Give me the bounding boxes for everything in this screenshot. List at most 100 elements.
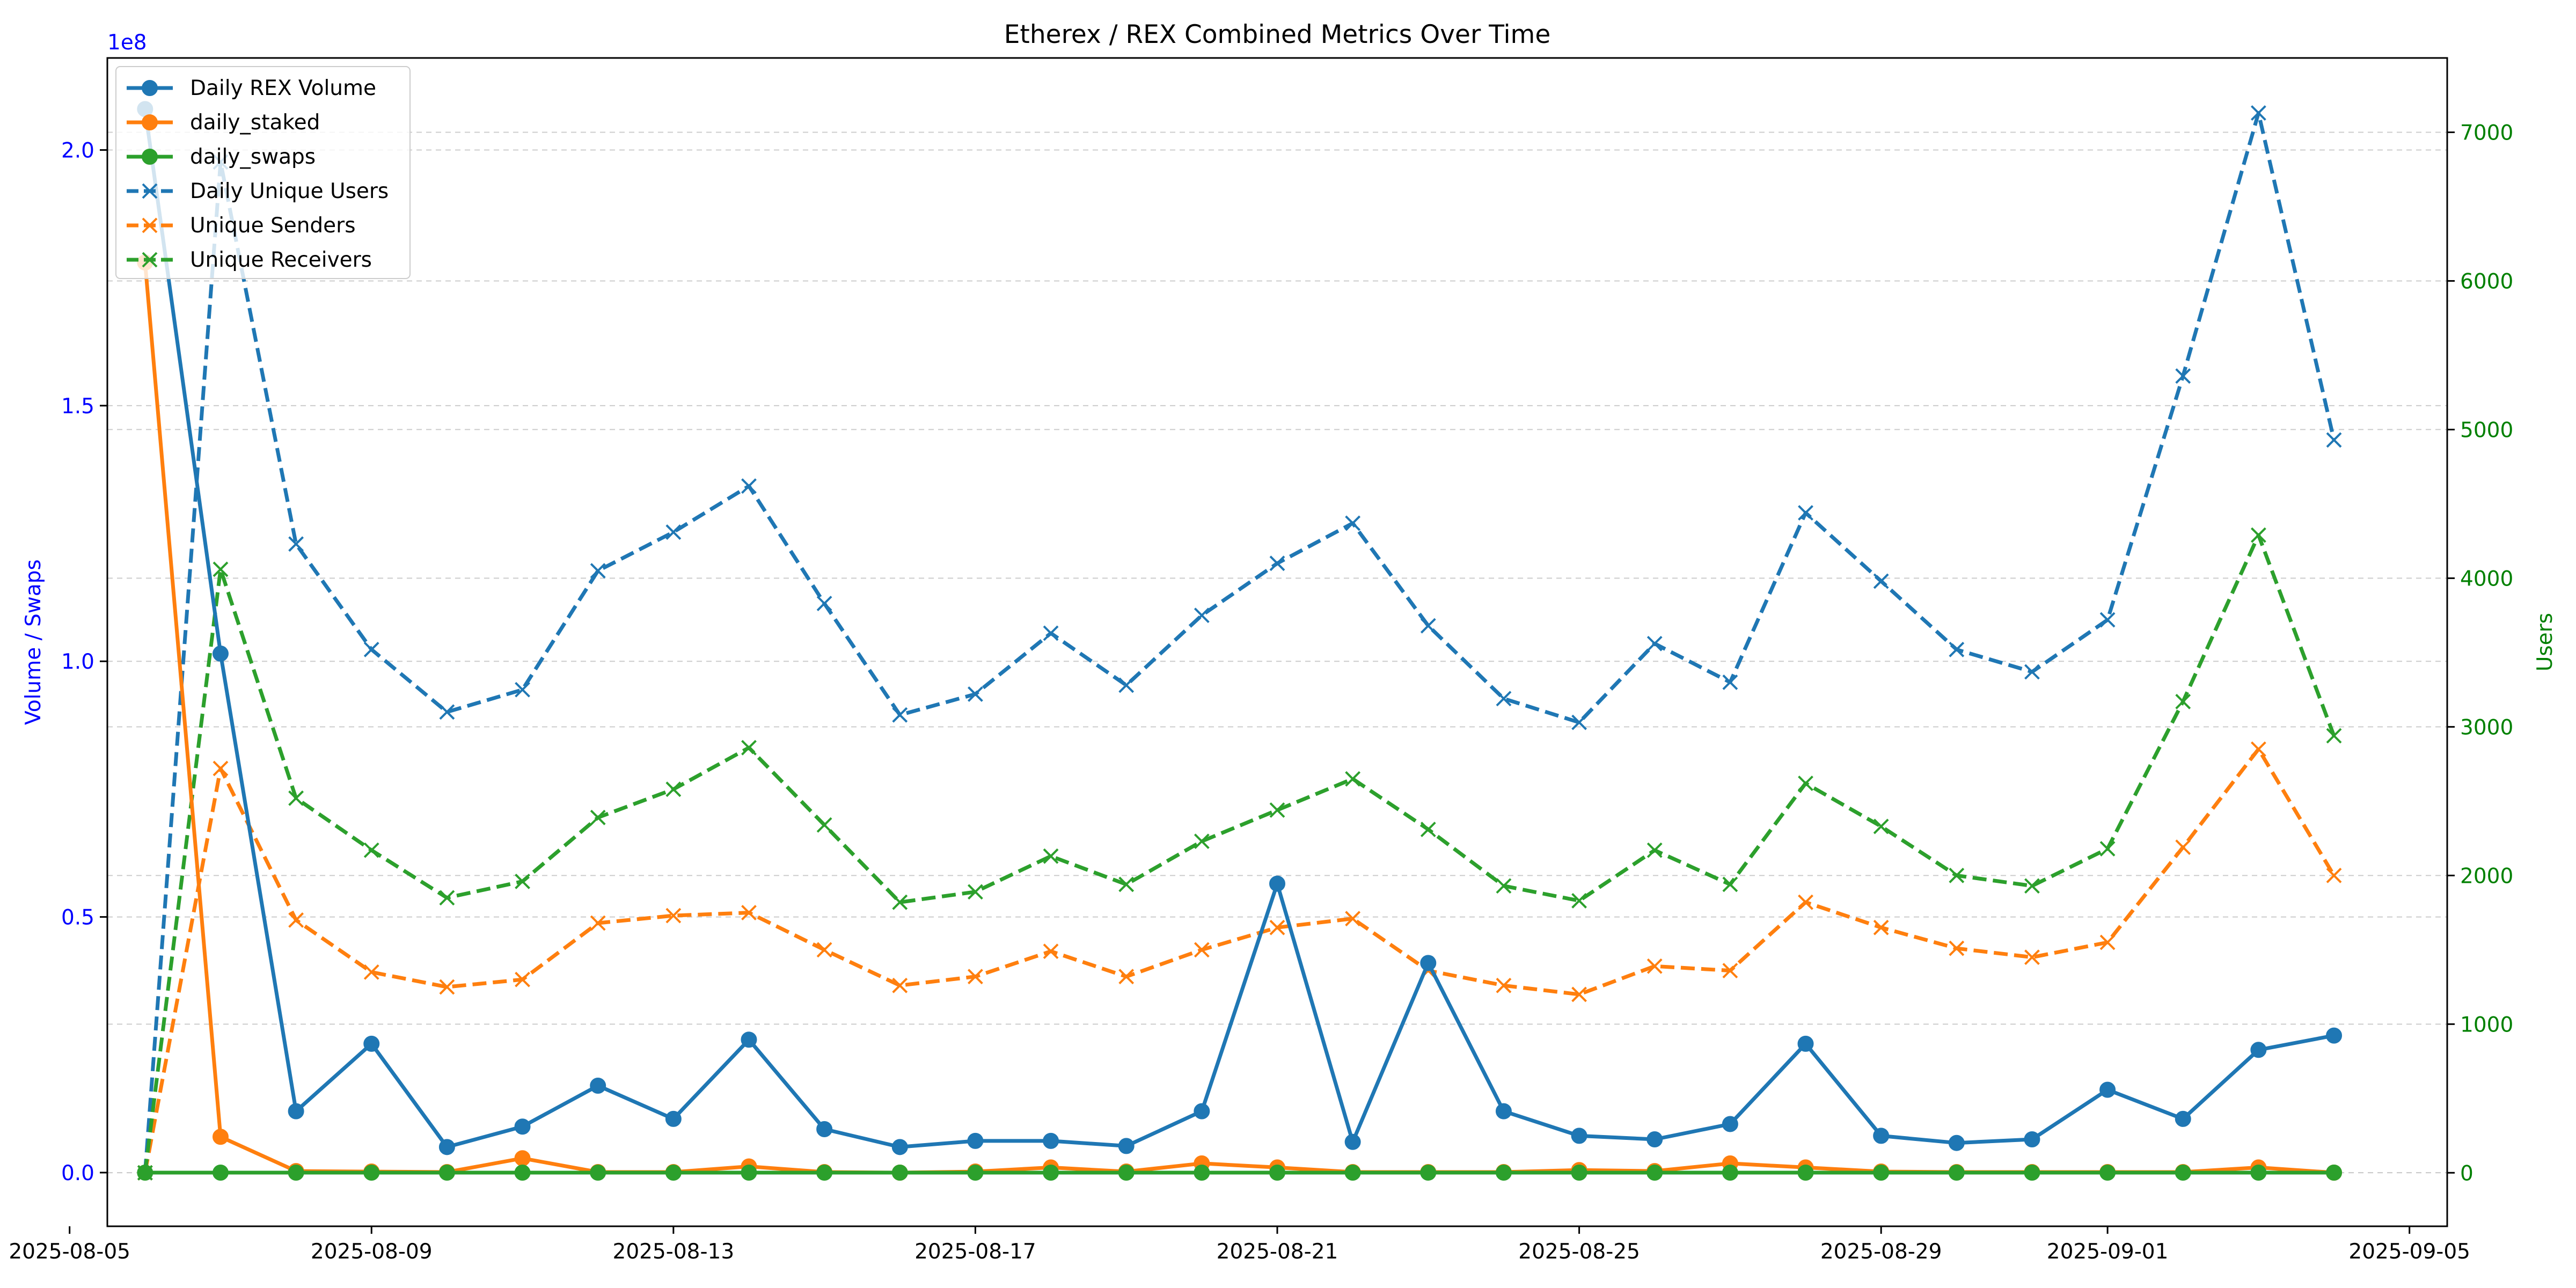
data-point-daily-unique-users (1873, 573, 1889, 589)
data-point-daily-rex-volume (1873, 1128, 1890, 1144)
data-point-unique-senders (816, 942, 832, 958)
legend-marker-daily-unique-users (142, 183, 158, 199)
data-point-daily-swaps (1043, 1164, 1059, 1181)
data-point-daily-rex-volume (1646, 1131, 1663, 1148)
data-point-daily-unique-users (816, 596, 832, 611)
data-point-daily-rex-volume (1948, 1135, 1965, 1151)
data-point-daily-unique-users (1420, 618, 1436, 634)
data-point-unique-receivers (1420, 822, 1436, 837)
data-point-unique-receivers (1798, 775, 1813, 792)
left-axis-label: Volume / Swaps (21, 559, 46, 725)
data-point-unique-receivers (2326, 728, 2342, 744)
data-point-unique-senders (590, 915, 606, 931)
legend-marker-unique-receivers (142, 252, 158, 268)
data-point-unique-receivers (665, 781, 682, 797)
data-point-daily-swaps (2099, 1164, 2116, 1181)
legend-box (115, 66, 411, 279)
data-point-daily-unique-users (1269, 555, 1285, 572)
data-point-daily-unique-users (1571, 714, 1587, 730)
data-point-daily-swaps (2175, 1164, 2191, 1181)
data-point-daily-rex-volume (1495, 1103, 1512, 1119)
data-point-daily-rex-volume (1722, 1116, 1738, 1132)
data-point-unique-senders (892, 977, 908, 993)
data-point-unique-senders (1949, 940, 1965, 956)
x-tick-label: 2025-08-25 (1518, 1240, 1640, 1264)
data-point-unique-receivers (213, 561, 229, 577)
data-point-unique-senders (1571, 986, 1587, 1002)
data-point-daily-swaps (2250, 1164, 2267, 1181)
series-daily-rex-volume (137, 101, 2343, 1155)
data-point-daily-rex-volume (2099, 1081, 2116, 1098)
data-point-unique-senders (741, 905, 757, 921)
data-point-unique-receivers (515, 874, 530, 889)
series-line-unique-receivers (143, 533, 2336, 1173)
data-point-daily-rex-volume (2250, 1042, 2267, 1058)
data-point-unique-receivers (1873, 818, 1889, 835)
data-point-daily-rex-volume (1194, 1103, 1210, 1119)
data-point-daily-swaps (1948, 1164, 1965, 1181)
data-point-daily-swaps (438, 1164, 455, 1181)
data-point-daily-rex-volume (665, 1110, 682, 1127)
data-point-daily-unique-users (2024, 664, 2040, 680)
data-point-daily-unique-users (439, 704, 455, 720)
legend-marker-daily-rex-volume (142, 80, 158, 96)
data-point-unique-receivers (2250, 527, 2266, 543)
data-point-unique-senders (968, 969, 983, 985)
data-point-unique-senders (1194, 942, 1210, 958)
series-line-daily-unique-users (143, 111, 2336, 1173)
data-point-unique-senders (1269, 919, 1285, 935)
data-point-unique-receivers (1496, 878, 1512, 894)
data-point-daily-rex-volume (212, 645, 229, 662)
data-point-daily-rex-volume (2175, 1110, 2191, 1127)
right-axis-label: Users (2533, 613, 2557, 671)
data-point-unique-senders (665, 908, 682, 924)
series-layer (137, 101, 2343, 1181)
data-point-unique-receivers (2099, 841, 2116, 857)
data-point-daily-swaps (665, 1164, 682, 1181)
x-tick-label: 2025-08-09 (311, 1240, 433, 1264)
data-point-unique-senders (1798, 894, 1813, 910)
data-point-unique-receivers (741, 740, 757, 756)
legend: Daily REX Volume daily_staked daily_swaps D… (115, 66, 411, 279)
data-point-daily-swaps (1269, 1164, 1285, 1181)
legend-label-unique-receivers: Unique Receivers (190, 248, 372, 272)
series-line-daily-rex-volume (143, 108, 2334, 1149)
data-point-daily-swaps (1194, 1164, 1210, 1181)
legend-label-daily-staked: daily_staked (190, 111, 320, 135)
data-point-daily-rex-volume (1043, 1132, 1059, 1149)
data-point-daily-swaps (891, 1164, 908, 1181)
data-point-unique-senders (2250, 741, 2266, 757)
data-point-unique-receivers (439, 890, 455, 906)
data-point-daily-rex-volume (741, 1031, 757, 1048)
data-point-daily-swaps (212, 1164, 229, 1181)
data-point-unique-senders (1043, 943, 1059, 960)
right-tick-label: 6000 (2460, 269, 2513, 294)
data-point-daily-rex-volume (816, 1121, 833, 1137)
data-point-unique-senders (363, 964, 379, 980)
data-point-unique-receivers (1118, 876, 1135, 892)
data-point-daily-rex-volume (1269, 875, 1285, 892)
data-point-daily-swaps (741, 1164, 757, 1181)
data-point-unique-senders (1722, 963, 1738, 979)
data-point-unique-receivers (1345, 771, 1361, 787)
data-point-daily-rex-volume (438, 1139, 455, 1155)
data-point-unique-senders (1496, 977, 1512, 993)
data-point-unique-senders (2175, 839, 2191, 855)
data-point-unique-receivers (363, 842, 379, 858)
data-point-daily-swaps (816, 1164, 833, 1181)
data-point-daily-unique-users (1118, 677, 1135, 693)
data-point-daily-swaps (967, 1164, 984, 1181)
data-point-daily-unique-users (1798, 505, 1813, 521)
left-tick-label: 0.0 (61, 1161, 94, 1185)
legend-label-daily-rex-volume: Daily REX Volume (190, 76, 376, 100)
data-point-unique-receivers (1194, 833, 1210, 850)
x-tick-label: 2025-08-21 (1217, 1240, 1338, 1264)
x-tick-label: 2025-08-13 (613, 1240, 735, 1264)
legend-marker-unique-senders (142, 217, 158, 233)
series-line-unique-senders (143, 747, 2336, 1173)
right-tick-label: 5000 (2460, 418, 2513, 442)
data-point-unique-receivers (1722, 876, 1738, 892)
x-tick-label: 2025-09-05 (2348, 1240, 2470, 1264)
right-tick-label: 0 (2460, 1161, 2473, 1185)
